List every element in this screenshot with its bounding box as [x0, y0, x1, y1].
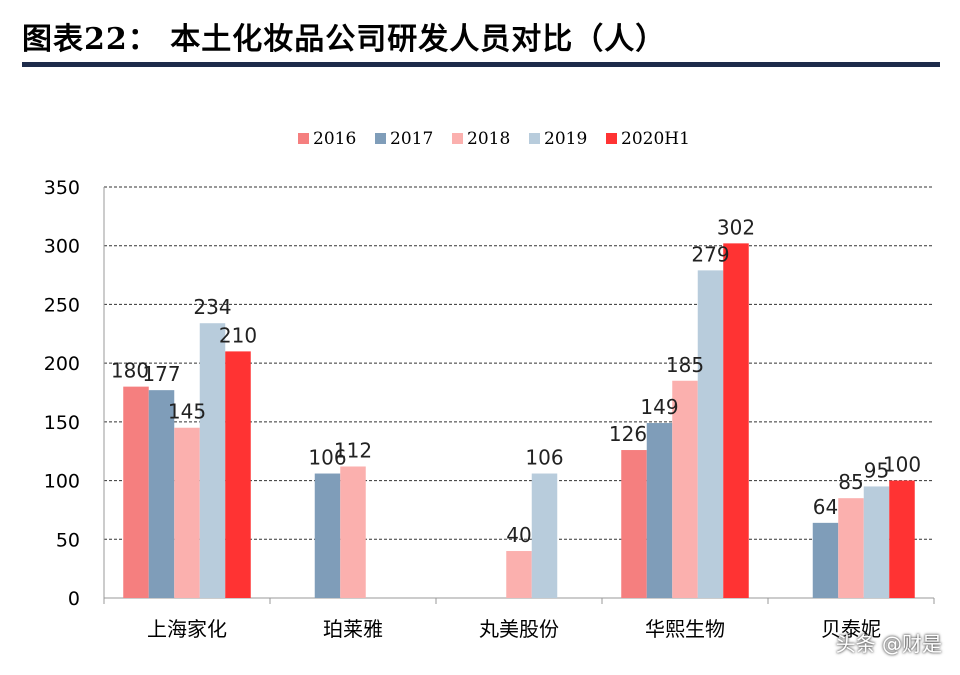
x-tick-label: 华熙生物 — [645, 617, 725, 641]
bar — [723, 243, 749, 598]
y-tick-label: 200 — [44, 353, 80, 375]
bar — [123, 386, 149, 598]
y-tick-label: 350 — [44, 177, 80, 199]
bar — [646, 423, 673, 598]
legend-swatch — [375, 133, 386, 144]
data-label: 149 — [640, 395, 678, 419]
y-tick-label: 100 — [44, 471, 80, 493]
bar — [889, 480, 915, 598]
legend-label: 2020H1 — [621, 129, 690, 149]
bar — [838, 498, 864, 598]
y-tick-label: 300 — [44, 236, 80, 258]
bar — [225, 351, 251, 598]
data-label: 210 — [219, 323, 257, 347]
x-tick-label: 珀莱雅 — [323, 617, 383, 641]
legend-swatch — [452, 133, 463, 144]
title-divider — [22, 62, 940, 67]
legend-label: 2018 — [467, 129, 510, 149]
chart-legend: 2016 2017 2018 2019 2020H1 — [298, 129, 690, 149]
data-label: 302 — [717, 215, 755, 239]
bar — [314, 473, 341, 598]
data-label: 112 — [334, 438, 372, 462]
bar — [812, 522, 839, 598]
bar — [174, 427, 200, 598]
legend-label: 2019 — [544, 129, 587, 149]
data-label: 106 — [525, 446, 563, 470]
legend-label: 2017 — [390, 129, 433, 149]
data-label: 180 — [111, 359, 149, 383]
bar — [697, 270, 724, 598]
bar — [863, 486, 890, 598]
bar — [672, 380, 698, 598]
title-bar: 图表22： 本土化妆品公司研发人员对比（人） — [22, 8, 940, 62]
bar — [148, 390, 175, 598]
chart-bars — [123, 243, 915, 598]
y-tick-label: 250 — [44, 294, 80, 316]
data-label: 126 — [609, 422, 647, 446]
x-tick-label: 贝泰妮 — [821, 617, 881, 641]
data-label: 145 — [168, 400, 206, 424]
data-label: 185 — [666, 353, 704, 377]
chart-grid — [104, 186, 934, 540]
bar — [340, 466, 366, 598]
data-label: 85 — [838, 470, 863, 494]
legend-swatch — [298, 133, 309, 144]
data-label: 100 — [883, 453, 921, 477]
legend-swatch — [606, 133, 617, 144]
data-label: 40 — [506, 523, 531, 547]
data-label: 95 — [864, 458, 889, 482]
x-axis: 上海家化 珀莱雅 丸美股份 华熙生物 贝泰妮 — [103, 597, 935, 641]
data-label: 177 — [142, 362, 180, 386]
legend-swatch — [529, 133, 540, 144]
x-tick-label: 上海家化 — [147, 617, 227, 641]
watermark: 头条 @财是 — [835, 632, 942, 656]
y-tick-label: 150 — [44, 412, 80, 434]
y-tick-label: 50 — [56, 529, 80, 551]
legend-label: 2016 — [313, 129, 356, 149]
bar-chart: 2016 2017 2018 2019 2020H1 0 50 100 150 200 250 30… — [44, 129, 935, 641]
x-tick-label: 丸美股份 — [479, 617, 559, 641]
data-label: 234 — [193, 295, 231, 319]
bar — [531, 473, 558, 598]
bar — [506, 551, 532, 598]
page-title: 图表22： 本土化妆品公司研发人员对比（人） — [22, 22, 667, 57]
bar — [199, 323, 226, 598]
y-axis: 0 50 100 150 200 250 300 350 — [44, 177, 105, 610]
bar — [621, 450, 647, 598]
data-labels: 180 126 177 106 149 64 145 112 40 185 85 234 106 279 9… — [111, 215, 921, 547]
data-label: 106 — [308, 446, 346, 470]
data-label: 64 — [813, 495, 838, 519]
y-tick-label: 0 — [68, 588, 80, 610]
data-label: 279 — [691, 242, 729, 266]
